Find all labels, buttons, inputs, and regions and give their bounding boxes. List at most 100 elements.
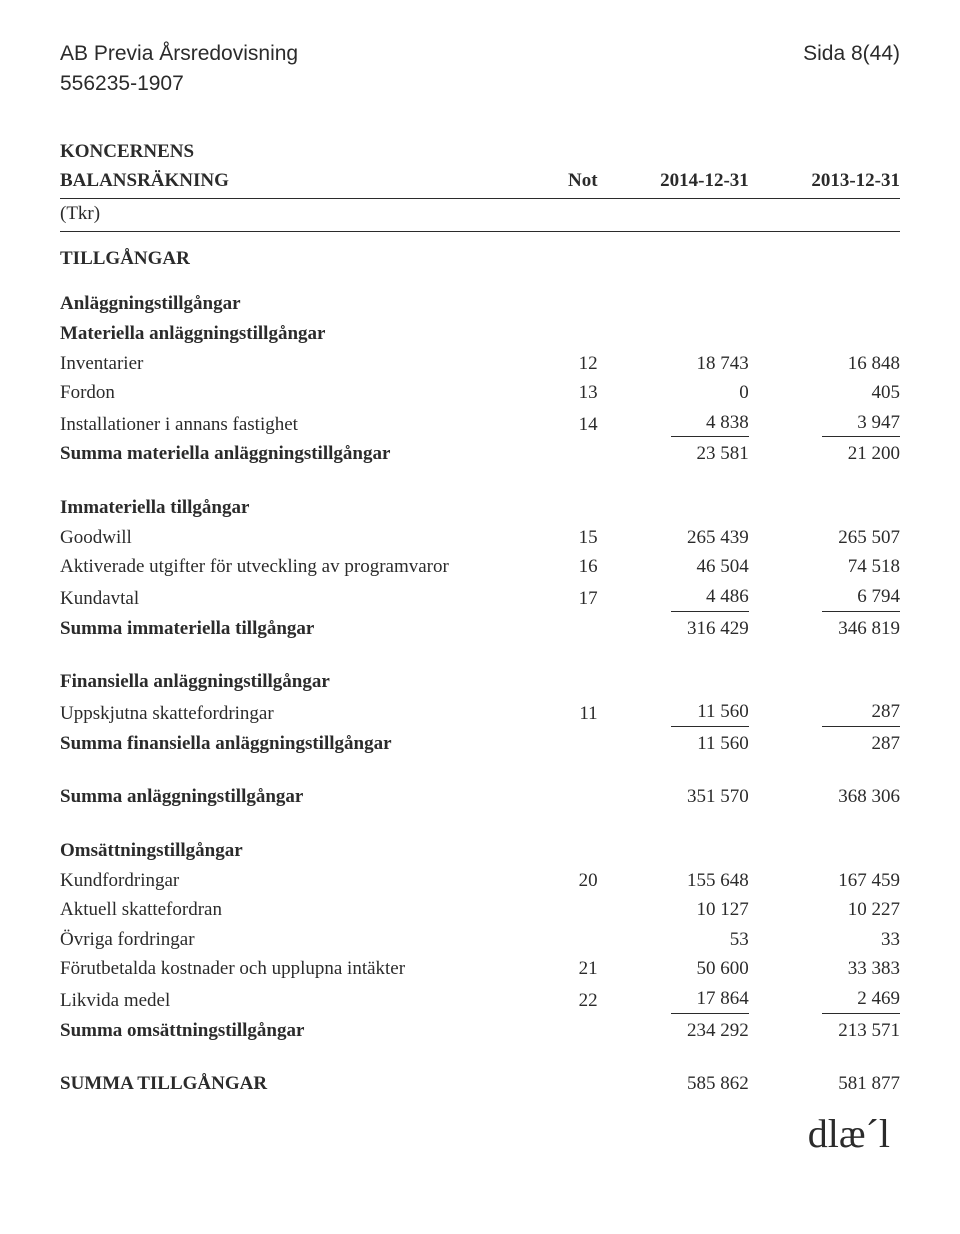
- row-kundfordringar: Kundfordringar 20 155 648 167 459: [60, 866, 900, 896]
- label: Fordon: [60, 378, 514, 408]
- label: Aktuell skattefordran: [60, 895, 514, 925]
- not: 11: [520, 701, 598, 727]
- y2: 581 877: [822, 1071, 900, 1097]
- y1: 18 743: [598, 349, 749, 379]
- y2: 167 459: [822, 868, 900, 894]
- row-aktiverade: Aktiverade utgifter för utveckling av pr…: [60, 552, 900, 582]
- y2: 3 947: [822, 410, 900, 438]
- y1: 11 560: [671, 731, 749, 757]
- row-summa-anlaggning: Summa anläggningstillgångar 351 570 368 …: [60, 782, 900, 812]
- label: Summa immateriella tillgångar: [60, 614, 514, 644]
- row-aktuell-skatt: Aktuell skattefordran 10 127 10 227: [60, 895, 900, 925]
- title-row-2: BALANSRÄKNING Not 2014-12-31 2013-12-31: [60, 166, 900, 198]
- y1: 11 560: [671, 699, 749, 727]
- title-row-1: KONCERNENS: [60, 137, 900, 167]
- page-header: AB Previa Årsredovisning Sida 8(44): [60, 40, 900, 68]
- y1: 46 504: [671, 554, 749, 580]
- not: 17: [520, 586, 598, 612]
- row-summa-omsattning: Summa omsättningstillgångar 234 292 213 …: [60, 1016, 900, 1046]
- not: 22: [520, 988, 598, 1014]
- balance-sheet-table: KONCERNENS BALANSRÄKNING Not 2014-12-31 …: [60, 137, 900, 1099]
- not: 21: [520, 956, 598, 982]
- col-header-y1: 2014-12-31: [598, 166, 749, 198]
- label: Kundavtal: [60, 582, 514, 614]
- label: Summa materiella anläggningstillgångar: [60, 439, 514, 469]
- row-uppskjutna: Uppskjutna skattefordringar 11 11 560 28…: [60, 697, 900, 729]
- label: Förutbetalda kostnader och upplupna intä…: [60, 954, 514, 984]
- row-goodwill: Goodwill 15 265 439 265 507: [60, 523, 900, 553]
- y1: 234 292: [671, 1018, 749, 1044]
- row-fordon: Fordon 13 0 405: [60, 378, 900, 408]
- section-finansiella: Finansiella anläggningstillgångar: [60, 667, 900, 697]
- y1: 4 838: [671, 410, 749, 438]
- y1: 53: [671, 927, 749, 953]
- unit-label: (Tkr): [60, 198, 514, 231]
- not: 13: [520, 380, 598, 406]
- y1: 0: [671, 380, 749, 406]
- section-immateriella: Immateriella tillgångar: [60, 493, 900, 523]
- label: Summa omsättningstillgångar: [60, 1016, 514, 1046]
- y2: 33: [822, 927, 900, 953]
- y2: 10 227: [822, 897, 900, 923]
- not: 20: [520, 868, 598, 894]
- y1: 155 648: [671, 868, 749, 894]
- label: Goodwill: [60, 523, 514, 553]
- section-tillgangar: TILLGÅNGAR: [60, 231, 900, 273]
- y1: 10 127: [671, 897, 749, 923]
- y1: 4 486: [671, 584, 749, 612]
- section-omsattning: Omsättningstillgångar: [60, 836, 900, 866]
- label: Installationer i annans fastighet: [60, 408, 514, 440]
- label: Summa finansiella anläggningstillgångar: [60, 729, 514, 759]
- y2: 16 848: [749, 349, 900, 379]
- row-inventarier: Inventarier 12 18 743 16 848: [60, 349, 900, 379]
- label: Aktiverade utgifter för utveckling av pr…: [60, 552, 514, 582]
- row-forutbetalda: Förutbetalda kostnader och upplupna intä…: [60, 954, 900, 984]
- org-number: 556235-1907: [60, 70, 900, 98]
- unit-row: (Tkr): [60, 198, 900, 231]
- y2: 287: [822, 699, 900, 727]
- y2: 2 469: [822, 986, 900, 1014]
- label: Uppskjutna skattefordringar: [60, 697, 514, 729]
- row-ovriga: Övriga fordringar 53 33: [60, 925, 900, 955]
- y2: 74 518: [822, 554, 900, 580]
- y2: 33 383: [822, 956, 900, 982]
- y1: 50 600: [671, 956, 749, 982]
- label: Summa anläggningstillgångar: [60, 782, 514, 812]
- row-summa-tillgangar: SUMMA TILLGÅNGAR 585 862 581 877: [60, 1069, 900, 1099]
- y2: 368 306: [822, 784, 900, 810]
- section-materiella: Materiella anläggningstillgångar: [60, 319, 900, 349]
- y2: 6 794: [822, 584, 900, 612]
- y2: 265 507: [822, 525, 900, 551]
- not: 15: [520, 525, 598, 551]
- col-header-not: Not: [514, 166, 598, 198]
- row-kundavtal: Kundavtal 17 4 486 6 794: [60, 582, 900, 614]
- label: SUMMA TILLGÅNGAR: [60, 1069, 514, 1099]
- section-anlaggning: Anläggningstillgångar: [60, 289, 900, 319]
- signature-scribble: dlæ´l: [60, 1107, 900, 1161]
- row-summa-finansiella: Summa finansiella anläggningstillgångar …: [60, 729, 900, 759]
- y2: 346 819: [822, 616, 900, 642]
- row-summa-materiella: Summa materiella anläggningstillgångar 2…: [60, 439, 900, 469]
- y1: 351 570: [671, 784, 749, 810]
- not: 16: [520, 554, 598, 580]
- y1: 23 581: [671, 441, 749, 467]
- label: Övriga fordringar: [60, 925, 514, 955]
- label: Inventarier: [60, 349, 514, 379]
- col-header-y2: 2013-12-31: [749, 166, 900, 198]
- not: 12: [514, 349, 598, 379]
- y2: 213 571: [822, 1018, 900, 1044]
- label: Likvida medel: [60, 984, 514, 1016]
- not: 14: [520, 412, 598, 438]
- y1: 585 862: [671, 1071, 749, 1097]
- title-koncernens: KONCERNENS: [60, 137, 514, 167]
- title-balansrakning: BALANSRÄKNING: [60, 166, 514, 198]
- y2: 21 200: [822, 441, 900, 467]
- label: Kundfordringar: [60, 866, 514, 896]
- page-number: Sida 8(44): [803, 40, 900, 68]
- row-installationer: Installationer i annans fastighet 14 4 8…: [60, 408, 900, 440]
- y1: 316 429: [671, 616, 749, 642]
- y2: 405: [822, 380, 900, 406]
- row-likvida: Likvida medel 22 17 864 2 469: [60, 984, 900, 1016]
- y1: 17 864: [671, 986, 749, 1014]
- y2: 287: [822, 731, 900, 757]
